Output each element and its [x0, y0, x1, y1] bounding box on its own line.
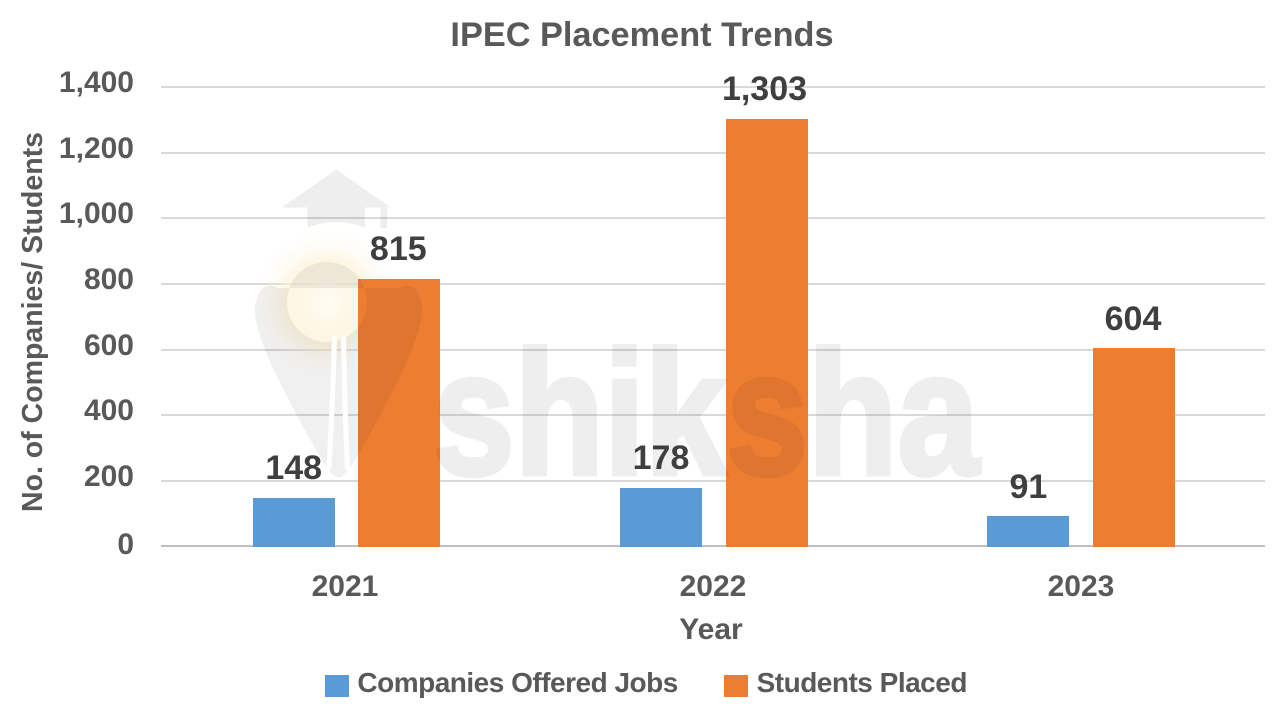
svg-text:shiksha: shiksha: [433, 316, 980, 512]
